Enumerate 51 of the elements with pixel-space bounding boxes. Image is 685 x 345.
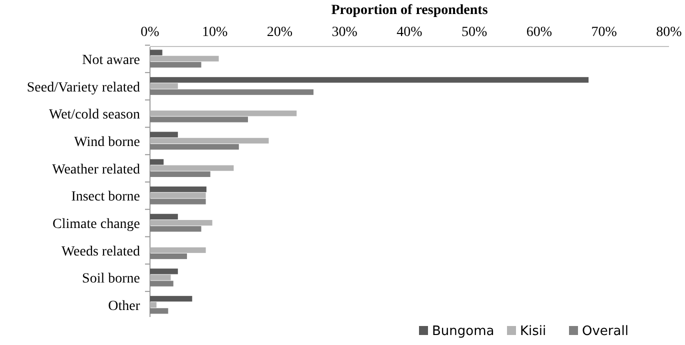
x-tick-label: 70% (591, 25, 618, 40)
x-tick-label: 80% (656, 25, 682, 40)
x-tick-label: 0% (140, 25, 160, 40)
bar (150, 83, 178, 89)
bar (150, 186, 206, 192)
bar (150, 50, 162, 56)
bar (150, 302, 156, 308)
bar (150, 214, 178, 220)
bar (150, 268, 178, 274)
x-axis-title: Proportion of respondents (331, 3, 488, 18)
y-tick-label: Weather related (52, 162, 140, 178)
bar (150, 116, 248, 122)
y-tick-label: Climate change (52, 217, 140, 232)
legend-label: Bungoma (432, 324, 494, 339)
y-tick-label: Not aware (82, 52, 140, 68)
bar (150, 220, 212, 226)
bar (150, 308, 168, 314)
x-tick-label: 30% (332, 25, 358, 40)
bar (150, 144, 239, 150)
legend-label: Kisii (520, 324, 546, 339)
y-tick-label: Wet/cold season (48, 108, 140, 123)
x-tick-label: 10% (202, 25, 228, 40)
bar (150, 77, 589, 83)
bar (150, 171, 210, 177)
bar (150, 89, 314, 95)
legend-label: Overall (582, 324, 628, 339)
x-tick-label: 60% (526, 25, 552, 40)
bar (150, 274, 171, 280)
x-tick-label: 40% (396, 25, 423, 40)
bar (150, 192, 206, 198)
x-tick-label: 20% (266, 25, 293, 40)
x-tick-label: 50% (462, 25, 488, 40)
bar (150, 132, 178, 138)
bar (150, 138, 269, 144)
bar (150, 159, 164, 165)
bar (150, 56, 219, 62)
bar (150, 165, 234, 171)
bar (150, 62, 202, 68)
bar (150, 296, 192, 302)
bar (150, 226, 202, 232)
bar (150, 253, 187, 260)
y-tick-label: Other (108, 299, 140, 314)
y-tick-label: Weeds related (61, 244, 140, 260)
y-tick-label: Wind borne (74, 134, 140, 150)
bar (150, 110, 297, 116)
bar (150, 247, 206, 253)
y-tick-label: Seed/Variety related (26, 80, 140, 96)
y-tick-label: Insect borne (71, 190, 140, 205)
bar (150, 280, 174, 286)
bar (150, 198, 206, 204)
y-tick-label: Soil borne (82, 272, 140, 287)
